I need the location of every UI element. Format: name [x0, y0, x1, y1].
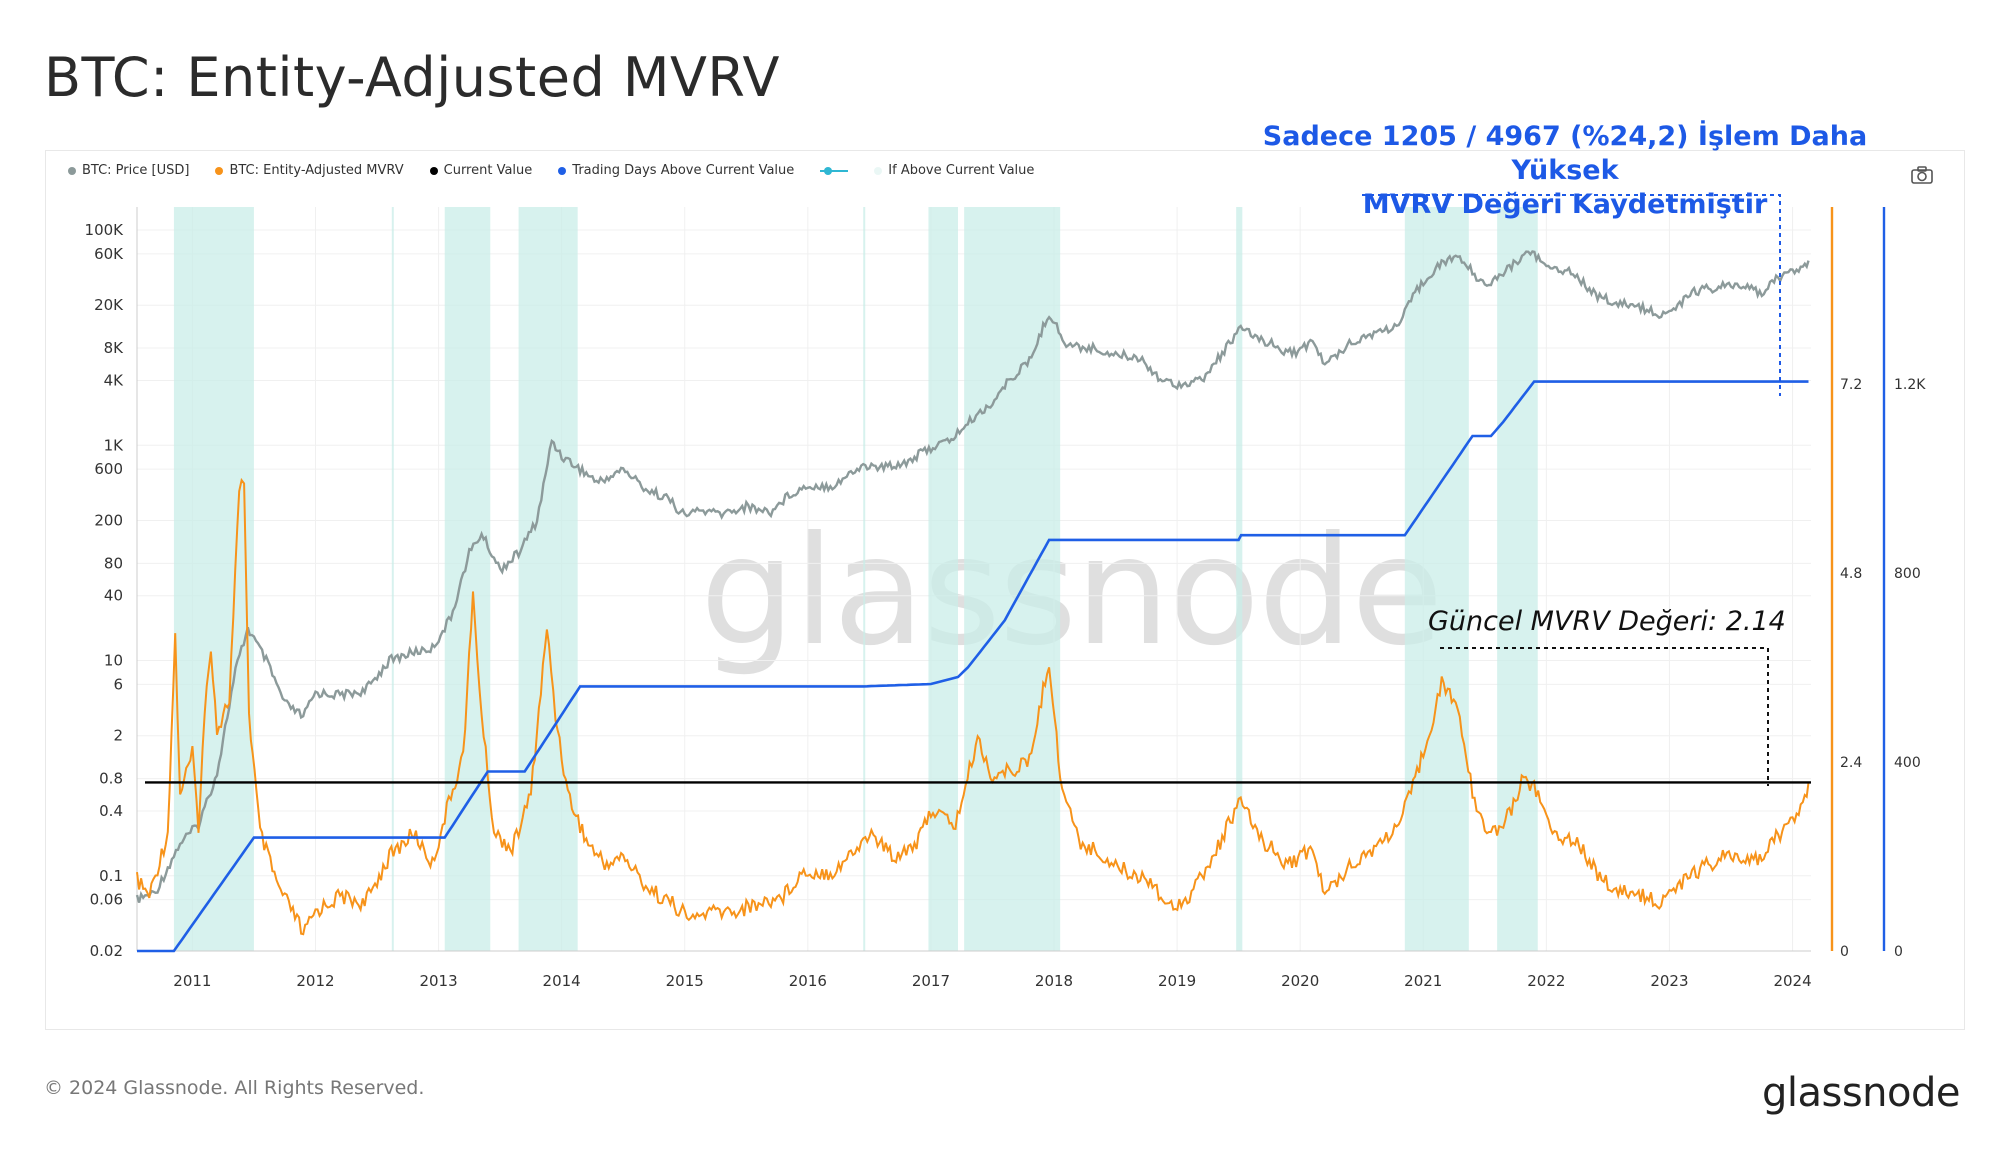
above-current-band [928, 207, 958, 951]
legend-item-current-value[interactable]: Current Value [429, 163, 533, 178]
copyright: © 2024 Glassnode. All Rights Reserved. [44, 1077, 425, 1099]
left-tick-label: 60K [94, 245, 124, 263]
x-tick-label: 2016 [789, 972, 827, 990]
above-current-band [1404, 207, 1469, 951]
legend-item-marker[interactable] [820, 163, 849, 178]
page-title: BTC: Entity-Adjusted MVRV [44, 46, 780, 109]
x-tick-label: 2012 [296, 972, 334, 990]
left-tick-label: 600 [94, 460, 123, 478]
left-tick-label: 20K [94, 296, 124, 314]
x-tick-label: 2011 [173, 972, 211, 990]
series-line-mvrv [136, 477, 1810, 936]
left-tick-label: 0.4 [99, 802, 123, 820]
legend-label: Trading Days Above Current Value [572, 163, 795, 178]
left-tick-label: 4K [104, 371, 125, 389]
x-tick-label: 2021 [1404, 972, 1442, 990]
mvrv-tick-label: 0 [1840, 944, 1849, 960]
series-line-trading-days [137, 380, 1809, 953]
left-tick-label: 40 [104, 587, 123, 605]
x-tick-label: 2018 [1035, 972, 1073, 990]
mvrv-tick-label: 2.4 [1840, 755, 1862, 771]
chart-legend: BTC: Price [USD] BTC: Entity-Adjusted MV… [68, 163, 1034, 178]
legend-label: BTC: Price [USD] [82, 163, 190, 178]
x-tick-label: 2015 [666, 972, 704, 990]
legend-label: Current Value [443, 163, 533, 178]
x-tick-label: 2022 [1527, 972, 1565, 990]
legend-dot [215, 166, 224, 175]
x-tick-label: 2013 [419, 972, 457, 990]
legend-dot [429, 166, 438, 175]
legend-label: If Above Current Value [888, 163, 1035, 178]
mvrv-tick-label: 4.8 [1840, 566, 1862, 582]
x-tick-label: 2024 [1773, 972, 1811, 990]
left-tick-label: 0.1 [99, 867, 123, 885]
left-tick-label: 10 [104, 652, 123, 670]
callout-line-2: MVRV Değeri Kaydetmiştir [1362, 189, 1768, 220]
above-current-band [444, 207, 491, 951]
legend-item-mvrv[interactable]: BTC: Entity-Adjusted MVRV [215, 163, 404, 178]
left-tick-label: 1K [104, 436, 125, 454]
above-current-band [391, 207, 394, 951]
legend-item-trading-days[interactable]: Trading Days Above Current Value [558, 163, 794, 178]
callout-dashed-connector [1362, 194, 1781, 396]
legend-marker-icon [820, 166, 849, 175]
left-tick-label: 200 [94, 511, 123, 529]
legend-item-price[interactable]: BTC: Price [USD] [68, 163, 189, 178]
left-tick-label: 0.02 [90, 942, 123, 960]
left-tick-label: 6 [113, 675, 123, 693]
days-tick-label: 800 [1894, 566, 1921, 582]
above-current-band [1497, 207, 1538, 951]
legend-dot [68, 166, 76, 175]
legend-dot [558, 166, 567, 175]
legend-label: BTC: Entity-Adjusted MVRV [229, 163, 404, 178]
mvrv-tick-label: 7.2 [1840, 377, 1862, 393]
above-current-band [518, 207, 578, 951]
above-current-band [1236, 207, 1243, 951]
days-tick-label: 1.2K [1894, 377, 1926, 393]
x-tick-label: 2017 [912, 972, 950, 990]
callout-annotation: Sadece 1205 / 4967 (%24,2) İşlem Daha Yü… [1245, 120, 1885, 222]
above-current-band [964, 207, 1061, 951]
brand-logo: glassnode [1761, 1070, 1961, 1116]
x-tick-label: 2020 [1281, 972, 1319, 990]
above-current-band [863, 207, 866, 951]
legend-dot [874, 166, 883, 175]
left-tick-label: 0.06 [90, 891, 123, 909]
x-tick-label: 2019 [1158, 972, 1196, 990]
left-tick-label: 100K [85, 221, 125, 239]
chart-frame [45, 150, 1965, 1030]
left-tick-label: 0.8 [99, 770, 123, 788]
camera-icon[interactable] [1911, 166, 1933, 184]
days-tick-label: 400 [1894, 755, 1921, 771]
x-tick-label: 2023 [1650, 972, 1688, 990]
current-value-dashed-connector [1440, 647, 1769, 786]
x-tick-label: 2014 [543, 972, 581, 990]
series-line-price [135, 250, 1810, 903]
days-tick-label: 0 [1894, 944, 1903, 960]
left-tick-label: 2 [113, 727, 123, 745]
left-tick-label: 80 [104, 554, 123, 572]
callout-line-1: Sadece 1205 / 4967 (%24,2) İşlem Daha Yü… [1262, 121, 1868, 186]
current-value-annotation: Güncel MVRV Değeri: 2.14 [1428, 606, 1786, 637]
legend-item-above-current[interactable]: If Above Current Value [874, 163, 1034, 178]
left-tick-label: 8K [104, 339, 125, 357]
above-current-band [173, 207, 254, 951]
